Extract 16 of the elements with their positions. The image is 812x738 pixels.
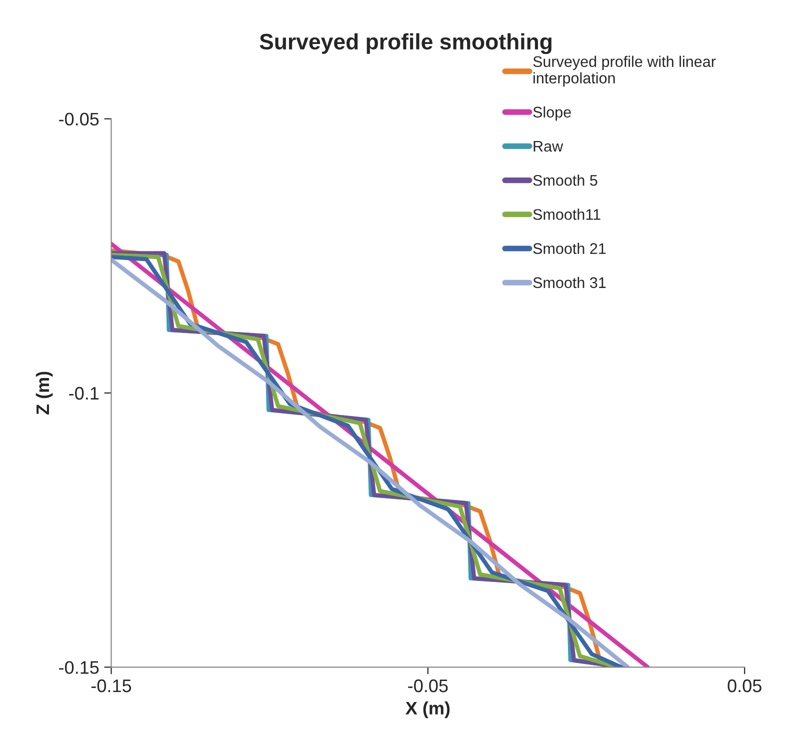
y-tick-label: -0.15 — [59, 661, 99, 674]
x-tick-label: -0.15 — [91, 679, 132, 692]
legend-label: Smooth 5 — [533, 174, 598, 186]
legend-label: Slope — [533, 106, 571, 121]
x-tick-label: -0.05 — [408, 679, 448, 692]
y-axis-title: Z (m) — [36, 372, 53, 415]
x-axis-title: X (m) — [406, 701, 450, 718]
legend-label: Smooth 21 — [533, 242, 606, 254]
legend-label: Raw — [534, 141, 564, 152]
chart-title: Surveyed profile smoothing — [260, 33, 552, 54]
y-tick-label: -0.1 — [69, 386, 99, 400]
legend-label: Smooth11 — [533, 208, 600, 220]
y-tick-label: -0.05 — [59, 112, 99, 126]
legend-label: Smooth 31 — [533, 276, 606, 288]
legend-label: Surveyed profile with linear interpolation — [533, 56, 716, 86]
x-tick-label: 0.05 — [728, 679, 762, 692]
